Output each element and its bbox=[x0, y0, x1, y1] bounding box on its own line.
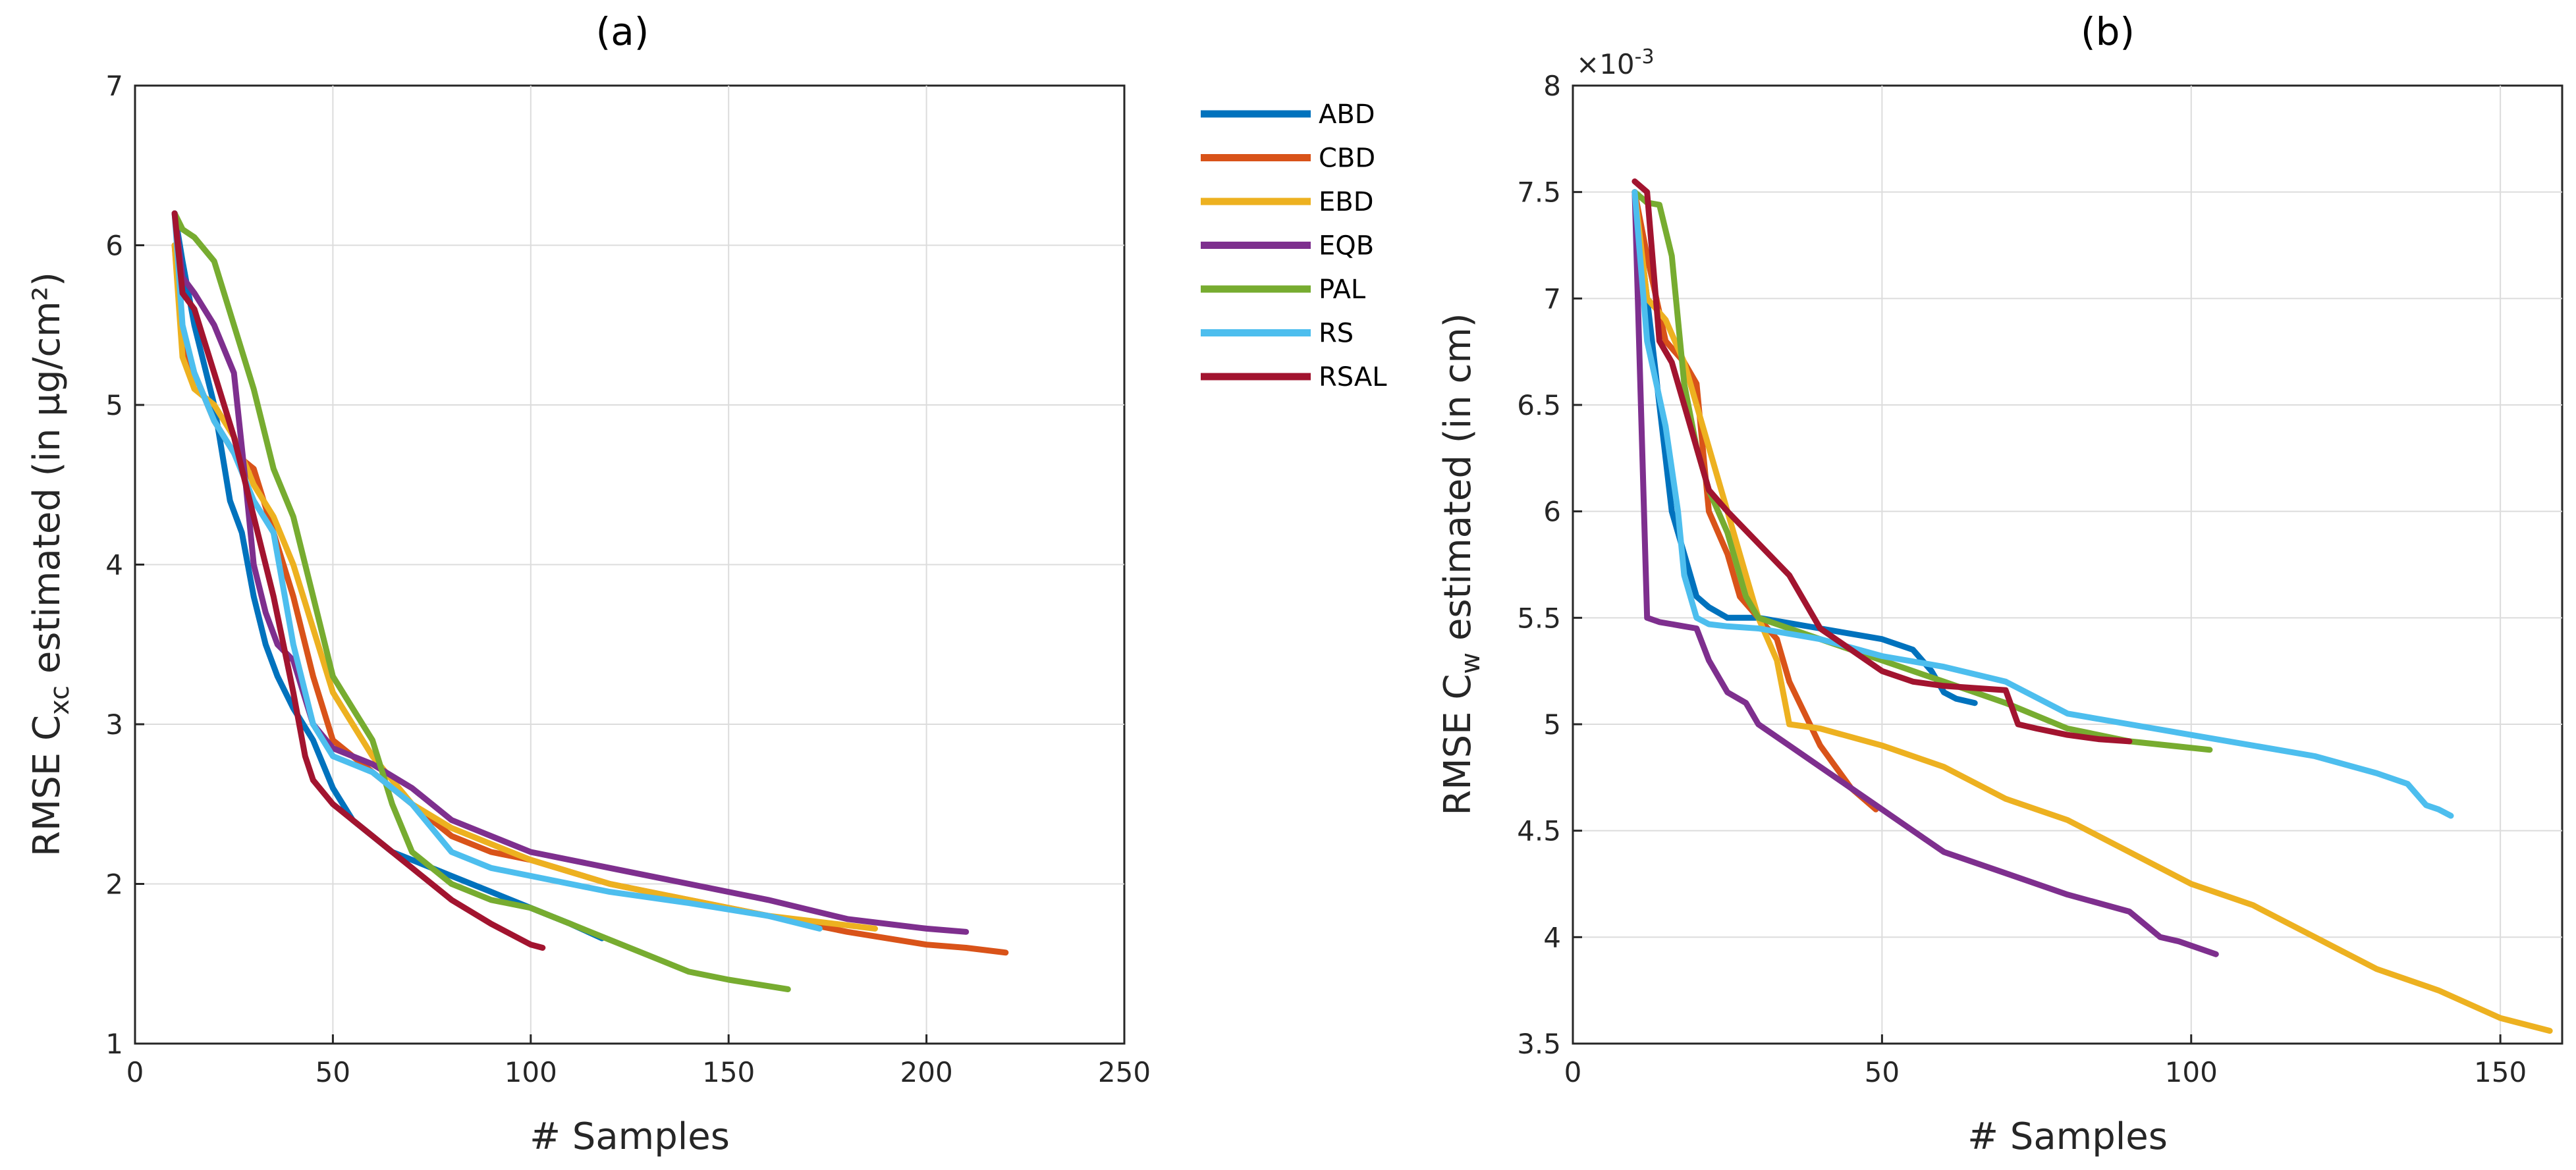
legend-label-abd: ABD bbox=[1319, 99, 1375, 130]
series-line-ebd bbox=[1631, 189, 2553, 1034]
x-tick-label: 50 bbox=[1865, 1056, 1900, 1088]
y-axis-label-a: RMSE Cxc estimated (in µg/cm²) bbox=[26, 272, 75, 857]
y-tick-label: 7 bbox=[1543, 282, 1561, 315]
legend: ABD CBD EBD EQB PAL RS RSAL bbox=[1201, 99, 1387, 392]
legend-label-eqb: EQB bbox=[1319, 231, 1374, 261]
y-tick-label: 5.5 bbox=[1517, 602, 1561, 634]
plot-area-b bbox=[1572, 84, 2563, 1045]
x-tick-label: 100 bbox=[505, 1056, 557, 1088]
x-tick-label: 0 bbox=[1564, 1056, 1582, 1088]
y-axis-label-a-tail: estimated (in µg/cm²) bbox=[26, 272, 69, 685]
y-tick-label: 4 bbox=[1543, 921, 1561, 953]
y-tick-label: 8 bbox=[1543, 70, 1561, 102]
series-line-abd bbox=[171, 210, 605, 942]
chart-title-a: (a) bbox=[596, 9, 649, 54]
y-tick-label: 6.5 bbox=[1517, 389, 1561, 421]
series-lines-a bbox=[171, 210, 1009, 992]
y-axis-label-a-main: RMSE C bbox=[26, 715, 69, 857]
x-tick-label: 100 bbox=[2165, 1056, 2218, 1088]
legend-label-rsal: RSAL bbox=[1319, 362, 1387, 392]
y-tick-label: 4 bbox=[105, 549, 123, 581]
y-axis-label-b-main: RMSE C bbox=[1437, 674, 1479, 816]
series-line-ebd bbox=[171, 242, 878, 932]
y-axis-label-b: RMSE Cw estimated (in cm) bbox=[1437, 313, 1486, 815]
legend-label-pal: PAL bbox=[1319, 275, 1366, 305]
y-exponent-b-base: ×10 bbox=[1576, 48, 1635, 80]
x-tick-label: 200 bbox=[900, 1056, 953, 1088]
tick-labels-b: 0 50 100 150 3.5 4 4.5 5 5.5 6 6.5 7 7.5 8 bbox=[1517, 70, 2527, 1088]
chart-panel-a: 0 50 100 150 200 250 1 2 3 4 5 6 7 (a) # Samples RMS… bbox=[26, 9, 1151, 1158]
y-tick-label: 6 bbox=[1543, 496, 1561, 528]
y-axis-label-b-tail: estimated (in cm) bbox=[1437, 313, 1479, 652]
y-tick-label: 6 bbox=[105, 230, 123, 262]
x-tick-label: 0 bbox=[126, 1056, 144, 1088]
x-tick-label: 50 bbox=[315, 1056, 350, 1088]
y-axis-label-a-sub: xc bbox=[45, 685, 75, 715]
y-tick-label: 5 bbox=[1543, 708, 1561, 741]
series-line-pal bbox=[1631, 189, 2213, 753]
series-line-cbd bbox=[1631, 189, 1879, 812]
legend-label-rs: RS bbox=[1319, 319, 1354, 349]
series-line-pal bbox=[171, 210, 791, 992]
x-tick-label: 150 bbox=[702, 1056, 755, 1088]
y-exponent-b: ×10-3 bbox=[1576, 45, 1655, 80]
x-axis-label-a: # Samples bbox=[530, 1115, 730, 1158]
y-tick-label: 4.5 bbox=[1517, 815, 1561, 847]
y-axis-label-b-sub: w bbox=[1456, 652, 1486, 674]
y-tick-label: 3.5 bbox=[1517, 1028, 1561, 1060]
y-tick-label: 7.5 bbox=[1517, 176, 1561, 209]
x-axis-label-b: # Samples bbox=[1967, 1115, 2168, 1158]
x-tick-label: 250 bbox=[1098, 1056, 1151, 1088]
legend-label-cbd: CBD bbox=[1319, 144, 1375, 174]
chart-title-b: (b) bbox=[2081, 9, 2135, 54]
series-line-eqb bbox=[171, 210, 970, 935]
y-tick-label: 2 bbox=[105, 868, 123, 901]
x-tick-label: 150 bbox=[2474, 1056, 2527, 1088]
series-line-eqb bbox=[1631, 189, 2219, 957]
y-tick-label: 7 bbox=[105, 70, 123, 102]
y-tick-label: 5 bbox=[105, 389, 123, 421]
series-line-rsal bbox=[1631, 178, 2133, 745]
series-lines-b bbox=[1631, 178, 2553, 1034]
series-line-rs bbox=[1631, 189, 2454, 819]
legend-label-ebd: EBD bbox=[1319, 187, 1374, 217]
series-line-rs bbox=[171, 210, 823, 932]
y-tick-label: 1 bbox=[105, 1028, 123, 1060]
tick-labels-a: 0 50 100 150 200 250 1 2 3 4 5 6 7 bbox=[105, 70, 1151, 1088]
series-line-rsal bbox=[171, 210, 546, 951]
y-tick-label: 3 bbox=[105, 708, 123, 741]
y-exponent-b-power: -3 bbox=[1635, 45, 1655, 68]
